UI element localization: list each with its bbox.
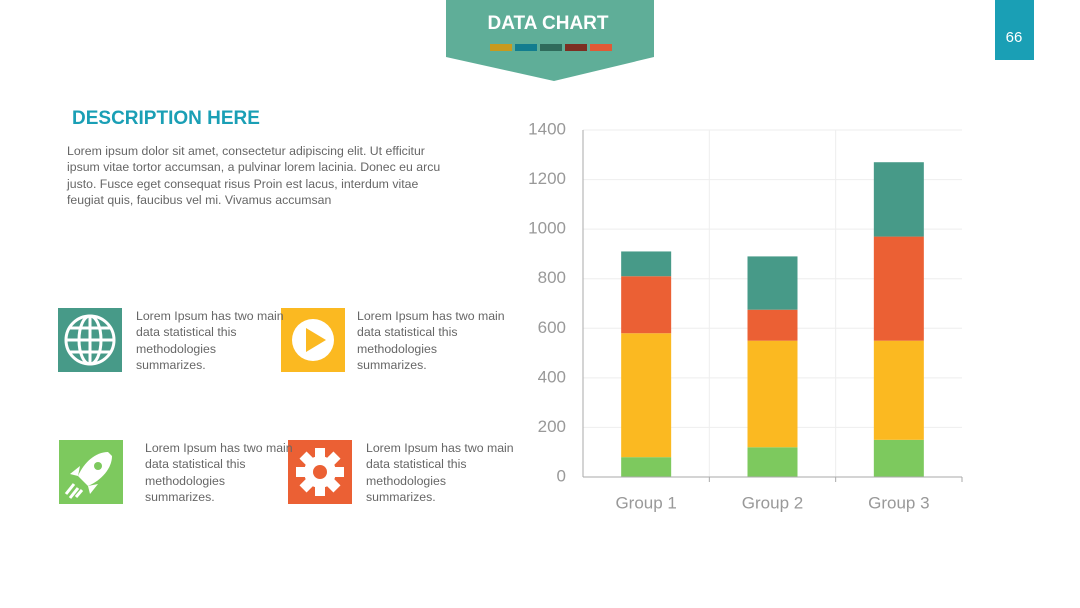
- bar-segment: [873, 439, 924, 477]
- bar-segment: [747, 256, 798, 310]
- bar-segment: [621, 276, 672, 334]
- bar-segment: [747, 447, 798, 477]
- y-tick-label: 1400: [528, 119, 566, 138]
- y-tick-label: 1000: [528, 219, 566, 238]
- bar-segment: [873, 236, 924, 341]
- x-tick-label: Group 1: [615, 493, 676, 512]
- rocket-icon: [59, 440, 123, 504]
- y-tick-label: 1200: [528, 169, 566, 188]
- y-tick-label: 800: [538, 268, 566, 287]
- bar-segment: [873, 340, 924, 440]
- y-tick-label: 200: [538, 417, 566, 436]
- y-tick-label: 400: [538, 367, 566, 386]
- feature-text: Lorem Ipsum has two main data statistica…: [136, 309, 284, 372]
- play-icon: [281, 308, 345, 372]
- y-tick-label: 0: [557, 466, 566, 485]
- page-number-box: [995, 0, 1034, 60]
- bar-segment: [873, 162, 924, 237]
- feature-text: Lorem Ipsum has two main data statistica…: [366, 441, 514, 504]
- feature-text: Lorem Ipsum has two main data statistica…: [357, 309, 505, 372]
- bar-segment: [747, 340, 798, 448]
- bar-segment: [621, 251, 672, 277]
- y-tick-label: 600: [538, 318, 566, 337]
- bar-segment: [747, 309, 798, 341]
- header-title: DATA CHART: [487, 13, 608, 34]
- x-tick-label: Group 3: [868, 493, 929, 512]
- description-body: Lorem ipsum dolor sit amet, consectetur …: [67, 144, 441, 207]
- globe-icon: [58, 308, 122, 372]
- gear-icon: [288, 440, 352, 504]
- color-strip: [490, 44, 612, 51]
- bar-segment: [621, 457, 672, 477]
- x-tick-label: Group 2: [742, 493, 803, 512]
- bar-segment: [621, 333, 672, 458]
- page-number: 66: [1006, 29, 1023, 46]
- feature-text: Lorem Ipsum has two main data statistica…: [145, 441, 293, 504]
- description-title: DESCRIPTION HERE: [72, 108, 260, 129]
- header-banner: [446, 0, 654, 81]
